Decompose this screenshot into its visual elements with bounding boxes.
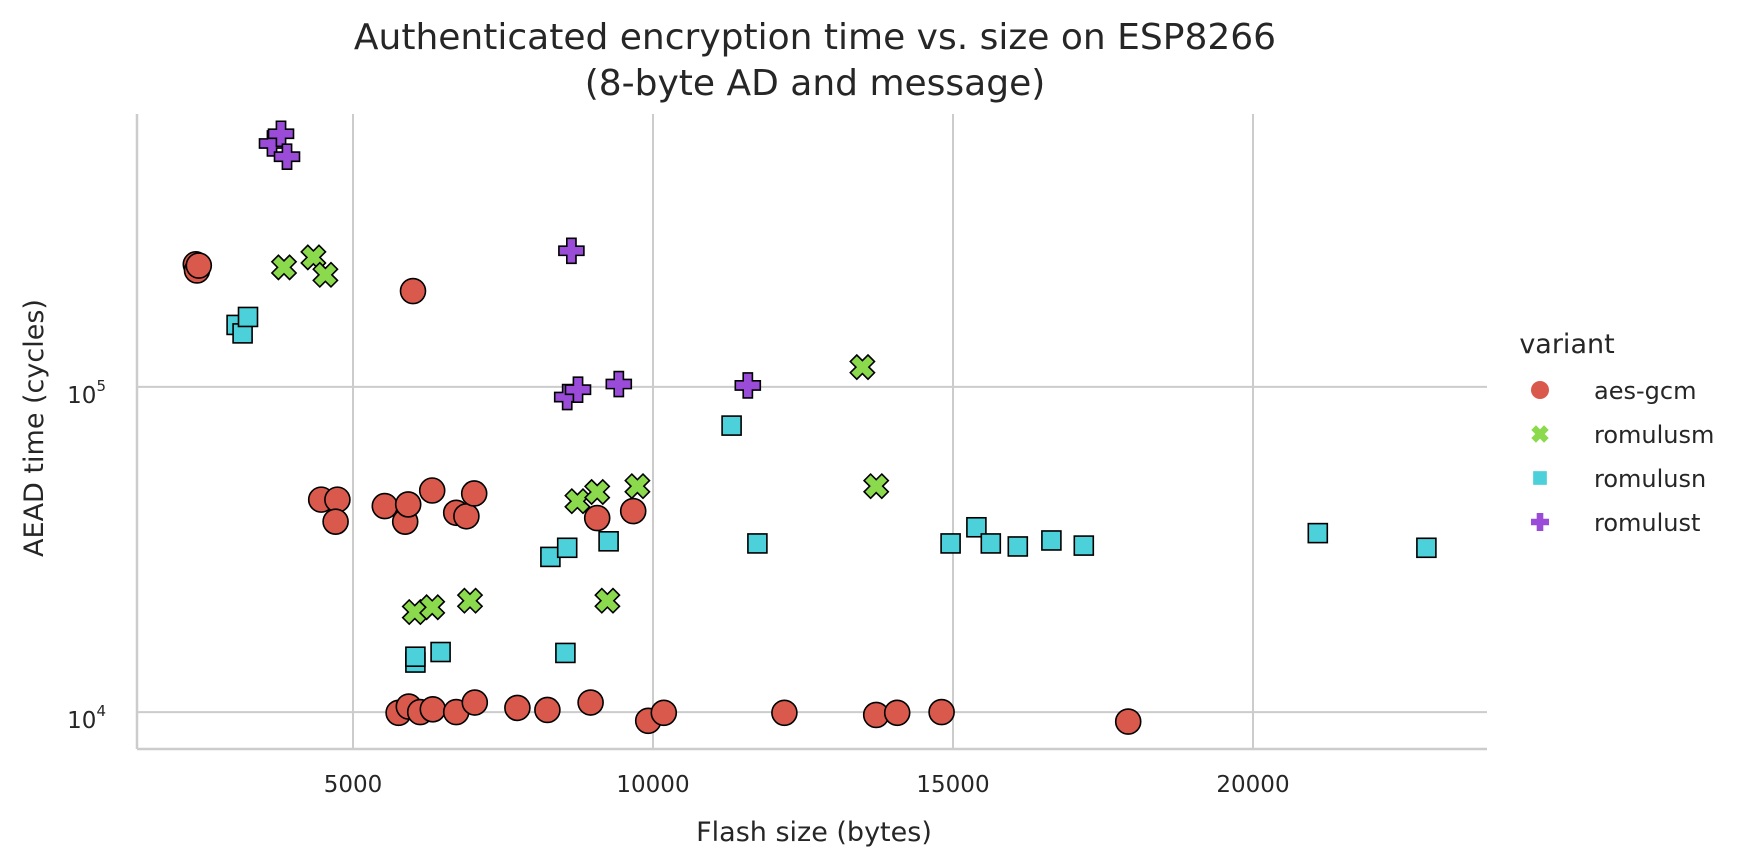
data-point (721, 415, 742, 436)
legend-marker (1533, 471, 1547, 485)
legend: variant aes-gcm romulusm romulusn romulust (1519, 329, 1714, 537)
data-point (312, 261, 339, 289)
data-point (430, 641, 451, 663)
data-point (734, 372, 762, 399)
data-point (419, 695, 447, 723)
data-point (558, 237, 585, 265)
data-point (650, 699, 678, 727)
data-point (624, 472, 651, 500)
data-point (273, 143, 301, 170)
data-point (849, 353, 876, 381)
legend-item-romulust: romulust (1531, 509, 1700, 537)
data-point (418, 477, 446, 504)
data-point (940, 533, 961, 554)
legend-label: romulusn (1594, 465, 1706, 493)
data-point (1307, 522, 1329, 544)
data-point (583, 504, 611, 532)
series-aes-gcm (182, 251, 1142, 735)
data-point (270, 254, 298, 281)
data-point (1114, 708, 1142, 735)
data-point (605, 370, 633, 398)
legend-item-romulusn: romulusn (1533, 465, 1706, 493)
y-axis-label: AEAD time (cycles) (19, 299, 50, 557)
data-point (322, 508, 349, 535)
axis-spines (135, 114, 1487, 751)
data-point (185, 252, 213, 279)
data-point (598, 531, 619, 552)
data-point (555, 642, 576, 664)
x-tick-label: 15000 (916, 772, 989, 798)
legend-marker (1531, 425, 1549, 443)
data-point (461, 689, 489, 716)
y-tick-label: 105 (67, 377, 106, 409)
data-point (1041, 530, 1062, 551)
data-points (182, 120, 1437, 735)
data-point (883, 699, 911, 727)
x-tick-label: 10000 (616, 772, 689, 798)
data-point (564, 376, 592, 403)
data-point (399, 277, 427, 305)
data-point (456, 587, 484, 614)
legend-marker (1531, 513, 1549, 531)
data-point (980, 533, 1002, 554)
data-point (1416, 537, 1437, 559)
legend-marker (1531, 381, 1549, 399)
data-point (460, 480, 488, 507)
data-point (1073, 535, 1095, 556)
data-point (556, 537, 578, 559)
chart-title: Authenticated encryption time vs. size o… (354, 17, 1276, 58)
data-point (453, 502, 480, 530)
data-point (862, 472, 890, 500)
data-point (594, 587, 621, 614)
series-romulusm (270, 244, 890, 626)
data-point (418, 594, 446, 621)
legend-title: variant (1519, 329, 1614, 360)
y-tick-label: 104 (67, 702, 106, 734)
series-romulusn (226, 306, 1437, 673)
x-axis-label: Flash size (bytes) (696, 817, 932, 848)
x-tick-label: 5000 (324, 772, 383, 798)
legend-label: aes-gcm (1594, 377, 1696, 405)
series-romulust (258, 120, 762, 411)
legend-label: romulust (1594, 509, 1700, 537)
data-point (577, 689, 604, 716)
legend-item-aes-gcm: aes-gcm (1531, 377, 1696, 405)
data-point (564, 487, 591, 515)
data-point (504, 694, 531, 722)
legend-item-romulusm: romulusm (1531, 421, 1714, 449)
data-point (324, 486, 351, 513)
x-tick-label: 20000 (1216, 772, 1289, 798)
chart-subtitle: (8-byte AD and message) (585, 63, 1046, 104)
legend-label: romulusm (1594, 421, 1714, 449)
data-point (371, 492, 399, 520)
data-point (534, 696, 561, 724)
data-point (1007, 536, 1029, 557)
grid-lines (137, 114, 1487, 749)
data-point (771, 699, 798, 727)
data-point (966, 516, 987, 538)
data-point (619, 497, 647, 525)
data-point (237, 306, 259, 328)
data-point (583, 478, 611, 506)
data-point (747, 533, 768, 554)
data-point (928, 698, 955, 726)
data-point (394, 491, 422, 518)
data-point (405, 646, 426, 668)
tick-labels: 5000 10000 15000 20000 104 105 (67, 377, 1289, 798)
